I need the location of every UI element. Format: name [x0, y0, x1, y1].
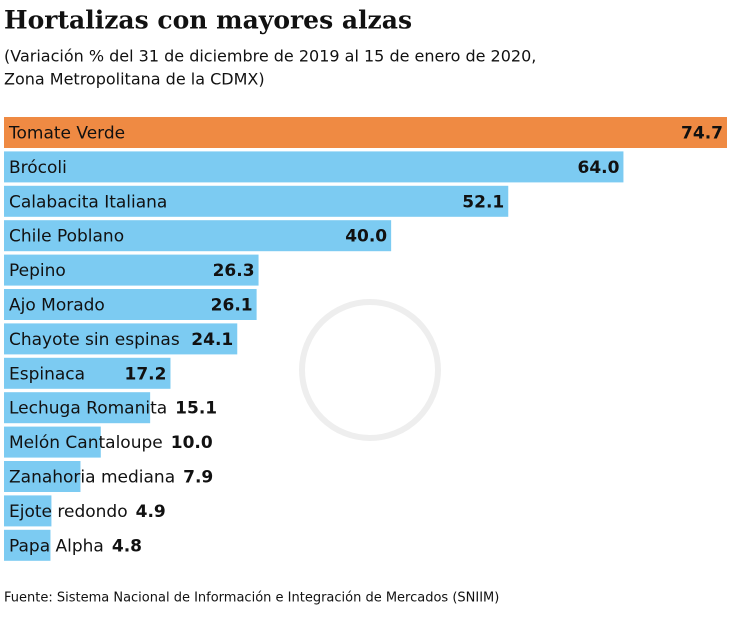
watermark [299, 299, 441, 441]
bar [4, 185, 509, 217]
value-label: 4.8 [112, 536, 142, 556]
value-label: 52.1 [462, 192, 504, 212]
category-label: Ajo Morado [9, 296, 105, 316]
category-label: Zanahoria mediana [9, 468, 175, 488]
value-label: 17.2 [125, 364, 167, 384]
bar [4, 461, 81, 492]
value-label: 26.1 [211, 296, 253, 316]
bar [4, 323, 238, 355]
bar [4, 426, 101, 458]
bar [4, 529, 51, 561]
source: Fuente: Sistema Nacional de Información … [4, 591, 499, 606]
bar [4, 117, 727, 148]
category-label: Ejote redondo [9, 502, 128, 522]
value-label: 24.1 [191, 330, 233, 350]
category-label: Pepino [9, 261, 66, 281]
bar [4, 289, 257, 320]
category-label: Chile Poblano [9, 227, 124, 247]
category-label: Brócoli [9, 158, 67, 178]
value-label: 74.7 [681, 124, 723, 144]
category-label: Calabacita Italiana [9, 192, 167, 212]
category-label: Espinaca [9, 364, 85, 384]
bar [4, 392, 151, 424]
category-label: Lechuga Romanita [9, 399, 167, 419]
bar [4, 254, 259, 286]
chart-title: Hortalizas con mayores alzas [4, 6, 412, 35]
category-label: Chayote sin espinas [9, 330, 180, 350]
subtitle: (Variación % del 31 de diciembre de 2019… [4, 47, 536, 66]
category-label: Papa Alpha [9, 536, 104, 556]
category-label: Tomate Verde [8, 124, 125, 144]
value-label: 64.0 [577, 158, 619, 178]
value-label: 26.3 [213, 261, 255, 281]
value-label: 40.0 [345, 227, 387, 247]
value-label: 7.9 [183, 468, 213, 488]
category-label: Melón Cantaloupe [9, 433, 163, 453]
bar [4, 357, 171, 389]
bar [4, 220, 392, 252]
value-label: 15.1 [175, 399, 217, 419]
bar [4, 151, 624, 183]
value-label: 10.0 [171, 433, 213, 453]
bar [4, 495, 52, 527]
subtitle: Zona Metropolitana de la CDMX) [4, 70, 265, 89]
value-label: 4.9 [136, 502, 166, 522]
